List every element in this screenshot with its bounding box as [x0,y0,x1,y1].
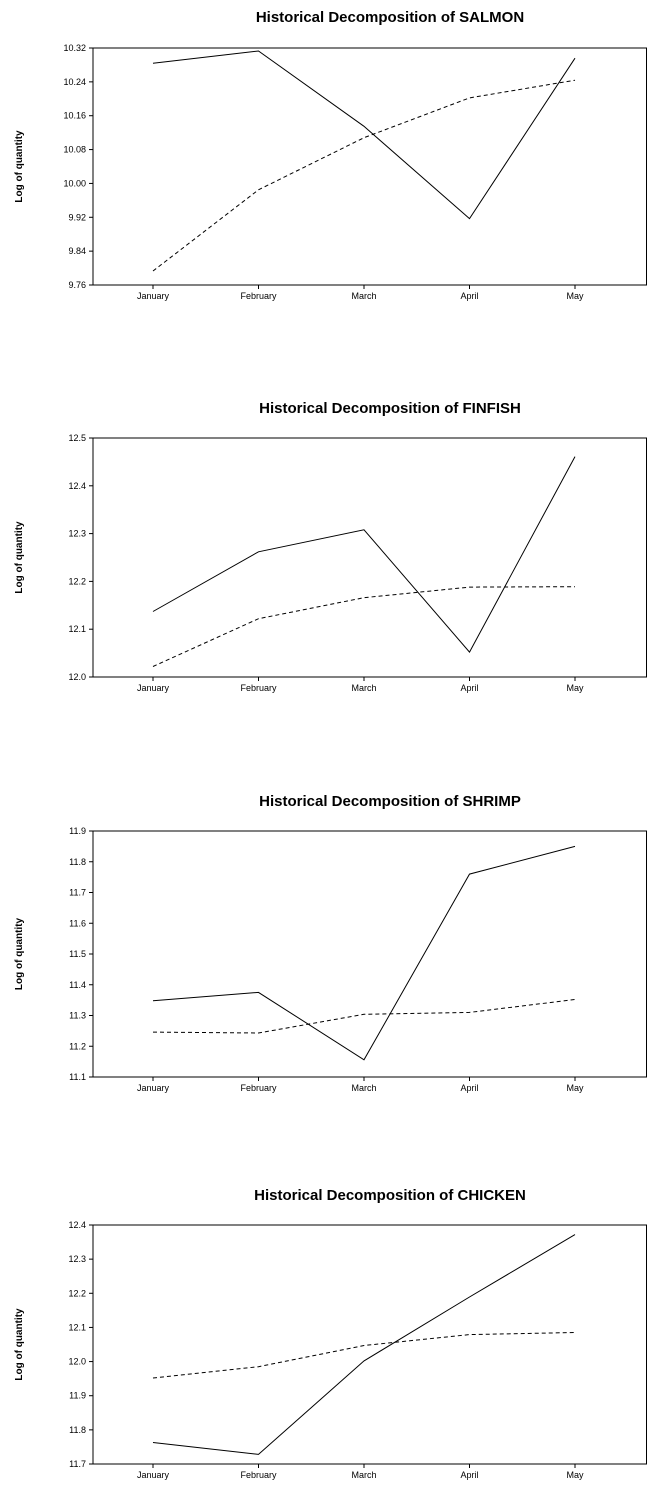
x-tick-label: April [460,291,478,301]
solid-series-line [152,845,576,1061]
x-tick-label: March [351,683,376,693]
y-tick-label: 10.00 [63,178,86,188]
dashed-series-line [152,586,576,667]
x-tick-label: March [351,291,376,301]
y-tick-label: 12.4 [68,1220,86,1230]
dashed-series-line [152,999,576,1034]
y-tick-label: 12.4 [68,481,86,491]
dashed-series-line [152,79,576,272]
y-tick-label: 12.2 [68,576,86,586]
y-tick-label: 12.2 [68,1288,86,1298]
x-tick-label: January [137,1470,170,1480]
y-tick-label: 12.1 [68,1322,86,1332]
x-tick-label: March [351,1083,376,1093]
y-tick-label: 11.4 [69,980,86,990]
x-tick-label: May [566,683,584,693]
x-tick-label: March [351,1470,376,1480]
chart-panel-3: Historical Decomposition of SHRIMP Log of… [14,793,647,1093]
x-tick-label: February [240,1083,277,1093]
y-tick-label: 11.8 [69,1425,86,1435]
y-tick-label: 9.92 [68,212,86,222]
x-tick-label: January [137,291,170,301]
solid-series-line [152,50,576,220]
chart-title: Historical Decomposition of SALMON [256,9,524,26]
x-tick-label: January [137,683,170,693]
y-tick-label: 11.3 [69,1011,86,1021]
y-tick-label: 10.32 [63,43,86,53]
dashed-series-line [152,1332,576,1379]
y-tick-label: 12.5 [68,433,86,443]
y-tick-label: 10.24 [63,77,86,87]
y-tick-label: 12.3 [68,529,86,539]
chart-panel-2: Historical Decomposition of FINFISH Log o… [14,400,647,693]
chart-title: Historical Decomposition of FINFISH [259,400,521,417]
y-tick-label: 9.76 [68,280,86,290]
y-tick-label: 12.0 [68,1357,86,1367]
y-tick-label: 11.9 [69,826,86,836]
y-tick-label: 11.1 [69,1072,86,1082]
y-tick-label: 10.16 [63,111,86,121]
solid-series-line [152,456,576,653]
y-tick-label: 12.1 [68,624,86,634]
x-tick-label: February [240,291,277,301]
y-axis-label: Log of quantity [14,1308,25,1381]
chart-title: Historical Decomposition of SHRIMP [259,793,521,810]
y-tick-label: 12.3 [68,1254,86,1264]
y-tick-label: 11.6 [69,918,86,928]
y-axis-label: Log of quantity [14,917,25,990]
y-tick-label: 11.2 [69,1041,86,1051]
x-tick-label: April [460,1470,478,1480]
y-tick-label: 11.9 [69,1391,86,1401]
solid-series-line [152,1234,576,1455]
x-tick-label: April [460,683,478,693]
y-axis-label: Log of quantity [14,130,25,203]
x-tick-label: February [240,1470,277,1480]
y-tick-label: 11.8 [69,857,86,867]
chart-panel-1: Historical Decomposition of SALMON Log of… [14,9,647,301]
y-tick-label: 11.5 [69,949,86,959]
x-tick-label: February [240,683,277,693]
y-tick-label: 9.84 [68,246,86,256]
x-tick-label: January [137,1083,170,1093]
x-tick-label: May [566,1083,584,1093]
y-tick-label: 10.08 [63,145,86,155]
y-axis-label: Log of quantity [14,521,25,594]
x-tick-label: May [566,1470,584,1480]
y-tick-label: 11.7 [69,1459,86,1469]
x-tick-label: April [460,1083,478,1093]
x-tick-label: May [566,291,584,301]
y-tick-label: 12.0 [68,672,86,682]
y-tick-label: 11.7 [69,888,86,898]
chart-panel-4: Historical Decomposition of CHICKEN Log o… [14,1187,647,1480]
chart-title: Historical Decomposition of CHICKEN [254,1187,526,1204]
